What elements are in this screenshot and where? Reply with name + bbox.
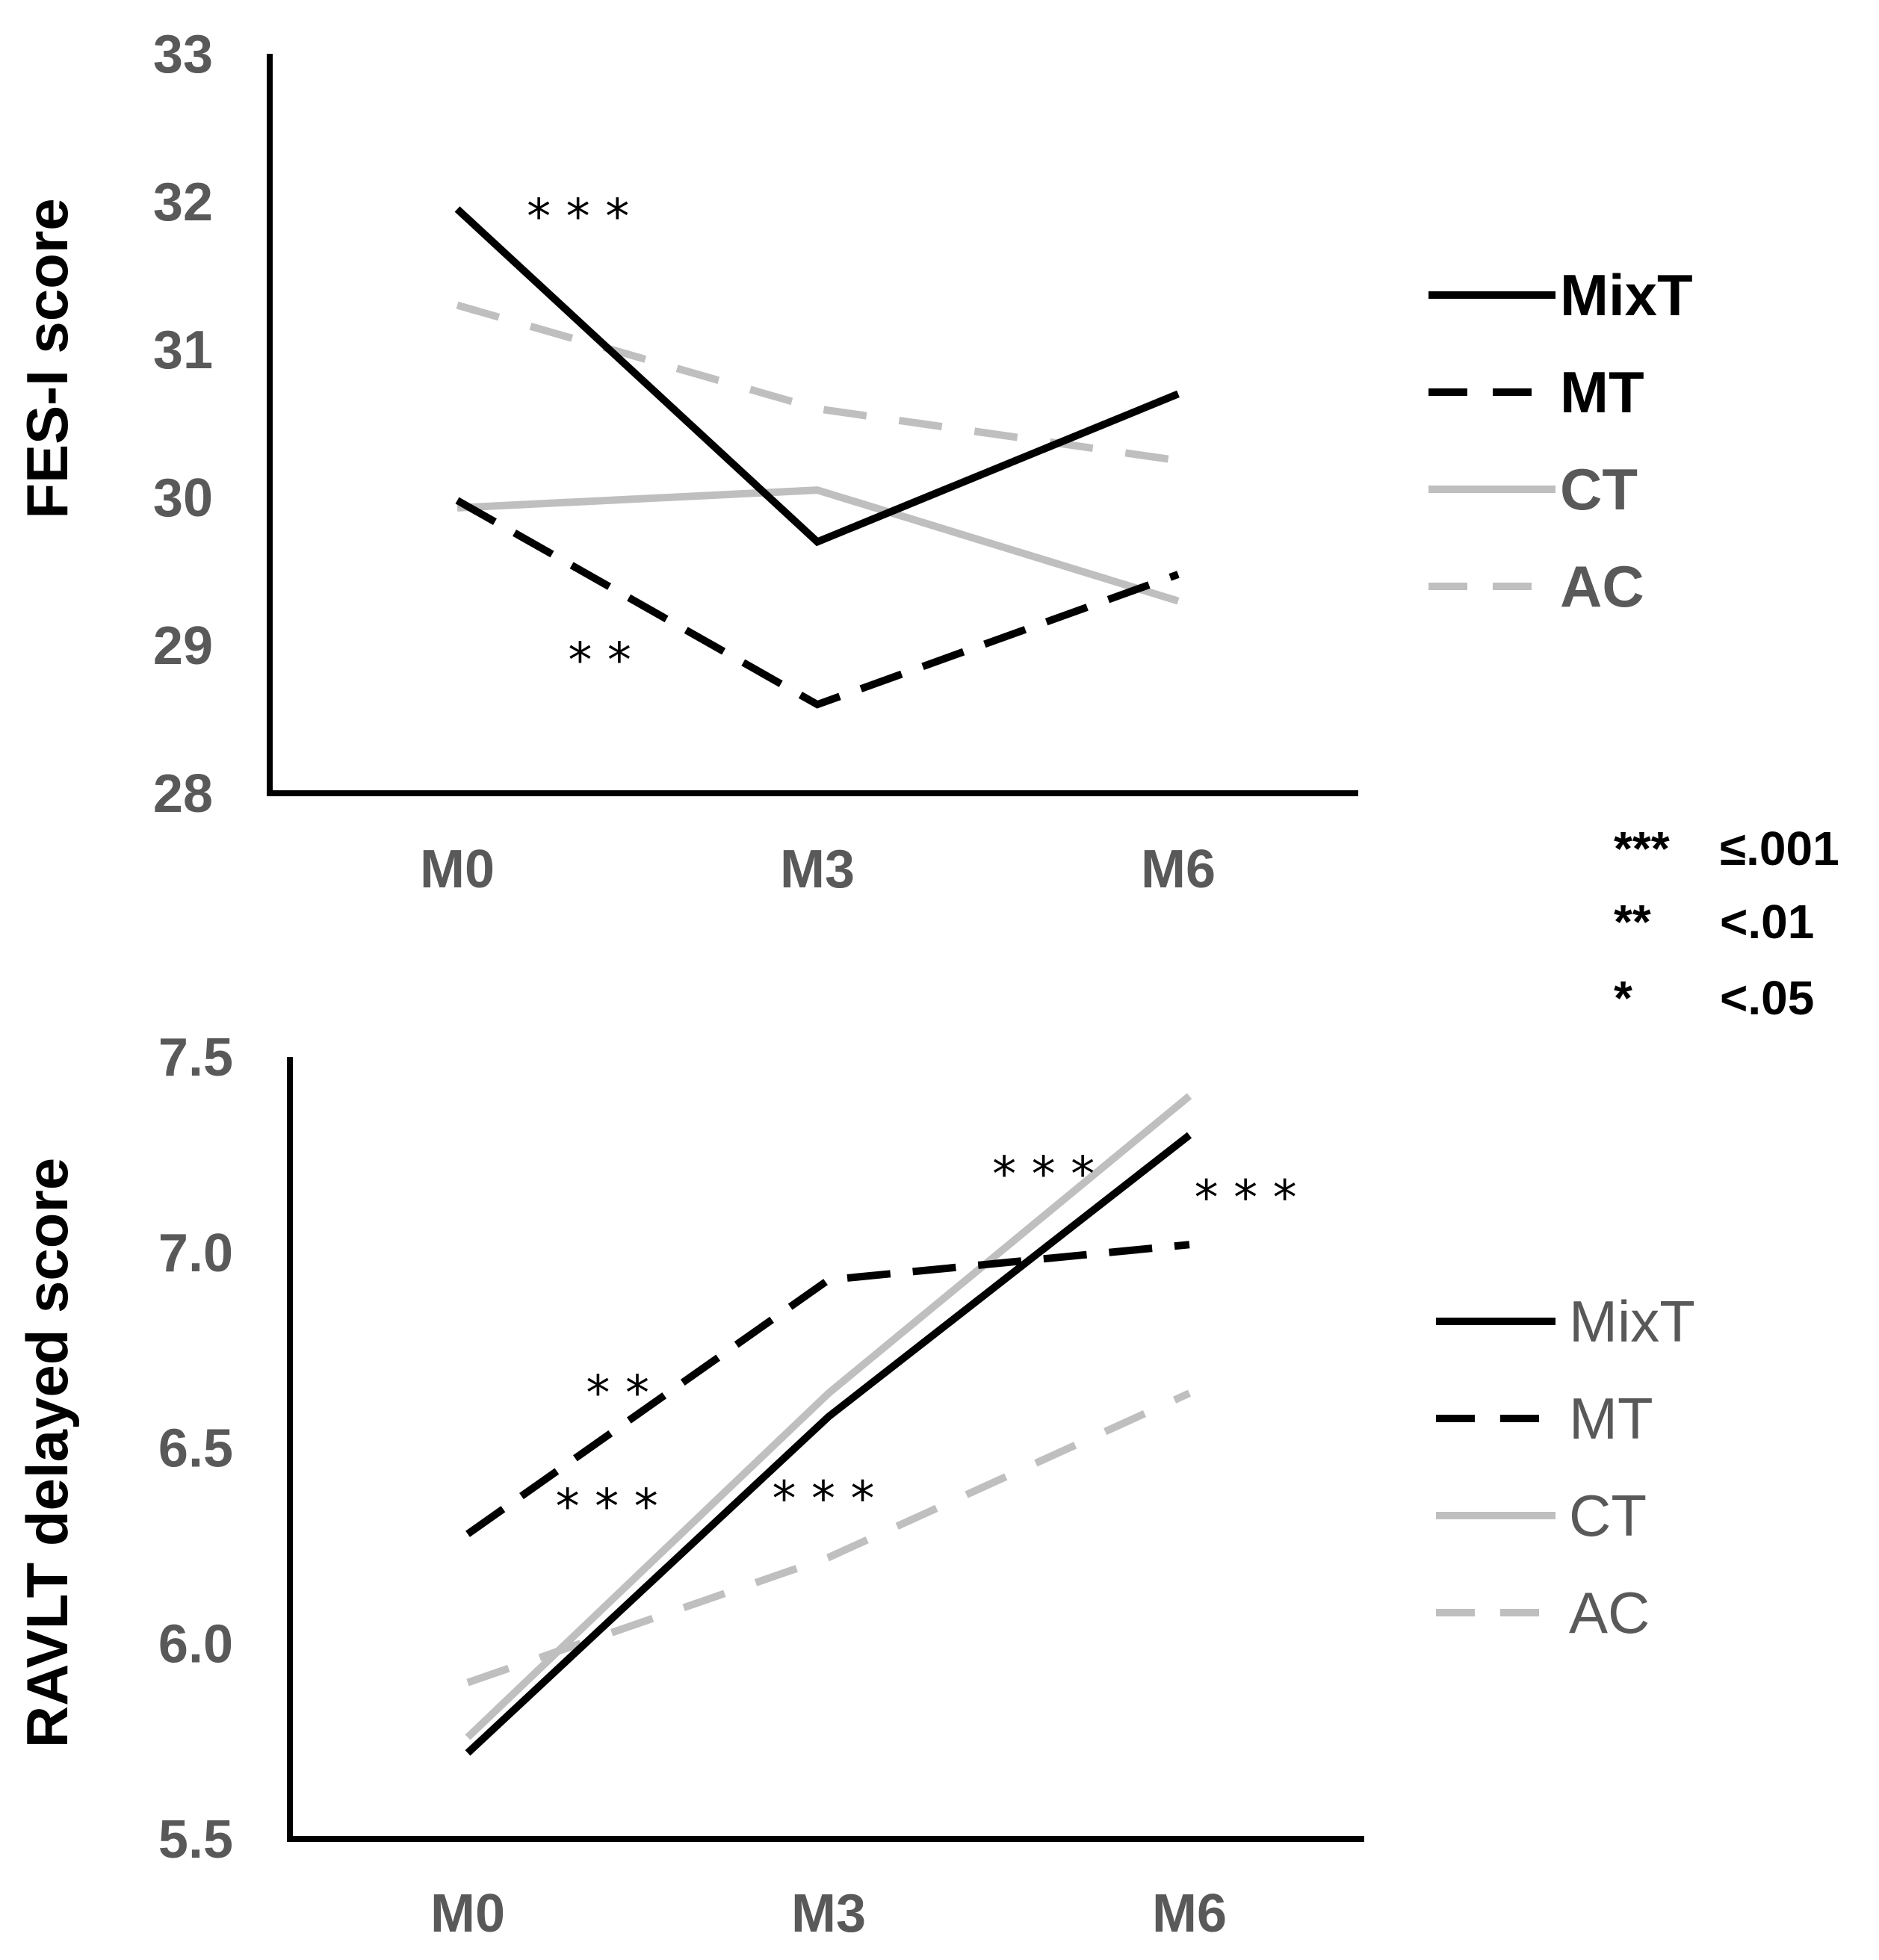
fesi-x-tick-label: M0 [420,840,495,899]
ravlt-legend: MixT MT CT AC [1436,1288,1695,1646]
ravlt-series-ac-line [466,1389,1192,1687]
fesi-y-tick-label: 33 [153,25,213,84]
ravlt-significance-annotation: *** [770,1472,888,1528]
fesi-legend-label-ct: CT [1560,456,1638,522]
ravlt-x-tick-labels: M0 M3 M6 [430,1884,1227,1944]
significance-key-threshold: <.01 [1720,895,1814,949]
ravlt-series-ct-line [465,1093,1192,1740]
fesi-y-tick-label: 30 [153,468,213,528]
fesi-x-tick-labels: M0 M3 M6 [420,840,1216,899]
ravlt-significance-annotation: ** [583,1366,662,1421]
fesi-series-lines [454,206,1180,709]
significance-key-stars: *** [1614,822,1670,875]
ravlt-annotations: ***** ****** *** [553,1147,1310,1535]
ravlt-x-tick-label: M0 [430,1884,505,1944]
ravlt-y-tick-label: 7.5 [158,1028,233,1088]
fesi-legend-label-mt: MT [1560,359,1644,425]
ravlt-y-tick-labels: 5.5 6.0 6.5 7.0 7.5 [158,1028,233,1870]
significance-key-stars: ** [1614,895,1651,949]
fesi-significance-annotation: ** [566,633,644,689]
ravlt-series-mixt-line [465,1132,1192,1756]
ravlt-y-tick-label: 5.5 [158,1810,233,1870]
ravlt-y-tick-label: 6.5 [158,1419,233,1479]
fesi-x-tick-label: M6 [1141,840,1216,899]
fesi-legend: MixT MT CT AC [1428,262,1693,619]
fesi-y-tick-label: 28 [153,764,213,824]
significance-key-threshold: ≤.001 [1720,822,1839,875]
ravlt-legend-label-mt: MT [1569,1386,1653,1451]
ravlt-x-tick-label: M6 [1152,1884,1227,1944]
significance-key: *** ≤.001 ** <.01 * <.05 [1614,822,1839,1025]
ravlt-significance-annotation: *** [990,1147,1108,1203]
fesi-x-tick-label: M3 [780,840,855,899]
ravlt-y-axis-label: RAVLT delayed score [14,1158,80,1748]
fesi-significance-annotation: *** [524,190,643,245]
fesi-legend-label-ac: AC [1560,553,1644,619]
ravlt-legend-label-mixt: MixT [1569,1288,1695,1354]
fesi-annotations: ***** [524,190,644,689]
ravlt-significance-annotation: *** [1192,1170,1310,1226]
fesi-series-mt-line [455,497,1180,709]
ravlt-y-tick-label: 7.0 [158,1224,233,1283]
ravlt-y-tick-label: 6.0 [158,1614,233,1674]
fesi-y-tick-label: 29 [153,616,213,676]
fesi-legend-label-mixt: MixT [1560,262,1693,328]
fesi-series-ct-line [456,486,1180,605]
ravlt-series-lines [465,1093,1192,1756]
ravlt-legend-label-ct: CT [1569,1483,1647,1548]
fesi-y-tick-label: 31 [153,320,213,380]
significance-key-stars: * [1614,971,1632,1025]
significance-key-threshold: <.05 [1720,971,1814,1025]
ravlt-significance-annotation: *** [553,1480,671,1535]
ravlt-chart: 5.56.06.57.07.5 M0 M3 M6 ***** ****** *** RA… [14,1028,1695,1944]
fesi-series-mixt-line [454,206,1180,547]
ravlt-series-mt-line [465,1241,1190,1537]
ravlt-x-tick-label: M3 [791,1884,866,1944]
fesi-y-tick-labels: 28 29 30 31 32 33 [153,25,213,824]
fesi-y-axis-label: FES-I score [14,198,80,518]
fesi-y-tick-label: 32 [153,173,213,232]
ravlt-legend-label-ac: AC [1569,1580,1650,1646]
